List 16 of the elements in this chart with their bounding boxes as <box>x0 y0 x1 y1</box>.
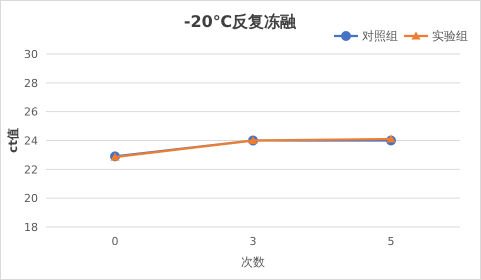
y-tick-label: 20 <box>24 192 38 206</box>
x-tick-label: 0 <box>112 235 118 248</box>
chart-title: -20℃反复冻融 <box>184 12 298 31</box>
y-tick-label: 22 <box>24 163 38 176</box>
y-tick-label: 24 <box>24 134 38 148</box>
y-tick-label: 28 <box>24 76 38 90</box>
x-tick-label: 3 <box>250 235 256 248</box>
legend-label: 实验组 <box>432 29 468 43</box>
y-axis-title: ct值 <box>6 128 20 153</box>
y-tick-label: 26 <box>24 106 38 119</box>
legend-label: 对照组 <box>362 29 398 43</box>
point <box>386 134 396 143</box>
y-tick-label: 30 <box>24 48 38 61</box>
x-tick-label: 5 <box>388 235 394 248</box>
x-axis-title: 次数 <box>241 255 265 269</box>
y-tick-label: 18 <box>24 221 38 234</box>
